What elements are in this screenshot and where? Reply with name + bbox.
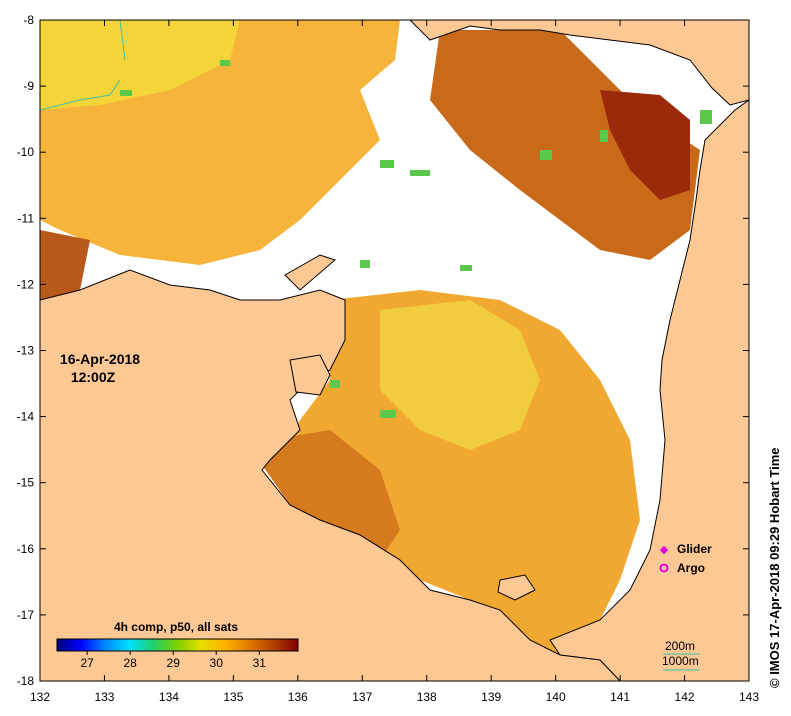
date-label: 16-Apr-2018 [60,351,140,367]
x-tick-label: 137 [352,690,372,704]
x-tick-label: 135 [223,690,243,704]
x-tick-label: 142 [675,690,695,704]
x-tick-label: 143 [739,690,759,704]
colorbar-tick-label: 28 [123,656,137,670]
argo-label: Argo [677,561,705,575]
y-tick-label: -10 [17,145,35,159]
y-tick-label: -13 [17,344,35,358]
y-tick-label: -18 [17,674,35,688]
colorbar-tick-label: 31 [253,656,267,670]
plot-area [40,20,749,681]
argo-icon [659,563,669,573]
land-groote-eylandt [289,354,331,396]
colorbar-tick-label: 27 [80,656,94,670]
x-tick-label: 141 [610,690,630,704]
contour-1000-label: 1000m [662,654,699,668]
sst-field-west-islands-brown [40,230,90,300]
y-tick-label: -16 [17,542,35,556]
colorbar-title: 4h comp, p50, all sats [114,620,238,634]
land [40,20,749,681]
x-tick-label: 139 [481,690,501,704]
sst-field-central-yellow [380,300,540,450]
sst-field-southwest-dark [262,430,400,560]
y-axis: -8 -9 -10 -11 -12 -13 -14 -15 -16 -17 -18 [17,13,749,688]
sst-field-northwest-yellow [40,20,240,110]
y-tick-label: -8 [23,13,34,27]
x-tick-label: 140 [546,690,566,704]
x-tick-label: 136 [288,690,308,704]
credit-text: © IMOS 17-Apr-2018 09:29 Hobart Time [767,447,782,688]
colorbar-tick-label: 29 [167,656,181,670]
sst-field-central-orange [270,290,640,660]
contour-200-label: 200m [665,639,695,653]
colorbar: 4h comp, p50, all sats 27 28 29 30 31 [56,620,299,670]
colorbar-bar [56,638,299,652]
x-tick-label: 133 [94,690,114,704]
y-tick-label: -11 [18,211,35,225]
glider-label: Glider [677,542,712,556]
x-tick-label: 134 [159,690,179,704]
colorbar-labels: 27 28 29 30 31 [80,651,266,670]
x-axis: 132 133 134 135 136 137 138 139 140 141 142 143 [30,20,759,704]
x-tick-label: 138 [417,690,437,704]
x-tick-label: 132 [30,690,50,704]
land-arnhem-nt [40,269,621,681]
y-tick-label: -15 [17,476,35,490]
y-tick-label: -9 [23,79,34,93]
colorbar-tick-label: 30 [210,656,224,670]
sst-field-east-maroon [600,90,690,200]
land-wessel-islands [284,254,336,291]
time-label: 12:00Z [71,369,116,385]
y-tick-label: -14 [17,410,35,424]
land-mornington-island [497,574,536,601]
land-new-guinea [409,20,749,106]
platform-legend: ◆ Glider Argo [659,542,712,575]
contour-lines [40,20,126,111]
contour-legend: 200m 1000m [662,639,700,671]
y-tick-label: -12 [17,277,35,291]
y-tick-label: -17 [17,608,35,622]
glider-icon: ◆ [660,544,669,556]
sst-field-east-brown [430,30,700,260]
